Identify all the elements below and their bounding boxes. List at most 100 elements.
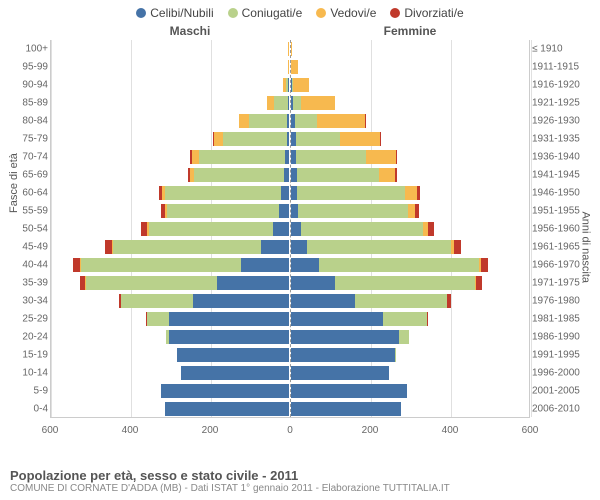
x-tick-label: 200 <box>362 425 379 436</box>
bar-male <box>165 402 289 416</box>
birth-year-label: 1941-1945 <box>532 170 598 181</box>
bar-female <box>291 276 335 290</box>
age-label: 15-19 <box>2 350 48 361</box>
bar-female <box>481 258 488 272</box>
pyramid-row <box>51 112 529 130</box>
bar-female <box>291 312 383 326</box>
legend-item: Divorziati/e <box>390 6 463 20</box>
pyramid-row <box>51 238 529 256</box>
bar-male <box>181 366 289 380</box>
birth-year-label: 2001-2005 <box>532 386 598 397</box>
pyramid-row <box>51 274 529 292</box>
bar-female <box>399 330 409 344</box>
bar-male <box>288 96 289 110</box>
legend-swatch <box>228 8 238 18</box>
bar-male <box>73 258 80 272</box>
bar-male <box>161 384 289 398</box>
bar-female <box>291 258 319 272</box>
bar-female <box>291 42 292 56</box>
bar-female <box>340 132 380 146</box>
bar-male <box>192 150 199 164</box>
bar-female <box>291 384 407 398</box>
pyramid-row <box>51 400 529 418</box>
legend-swatch <box>316 8 326 18</box>
bar-male <box>177 348 289 362</box>
legend: Celibi/Nubili Coniugati/e Vedovi/e Divorzia… <box>0 0 600 20</box>
bar-female <box>293 96 301 110</box>
bar-male <box>190 150 192 164</box>
bar-female <box>301 96 335 110</box>
bar-female <box>383 312 427 326</box>
age-label: 45-49 <box>2 242 48 253</box>
x-tick-label: 600 <box>42 425 59 436</box>
bar-female <box>427 312 428 326</box>
pyramid-row <box>51 184 529 202</box>
pyramid-row <box>51 76 529 94</box>
pyramid-row <box>51 40 529 58</box>
bar-female <box>293 78 308 92</box>
pyramid-row <box>51 166 529 184</box>
bar-female <box>428 222 434 236</box>
bar-female <box>335 276 475 290</box>
bar-male <box>261 240 289 254</box>
x-tick-label: 400 <box>442 425 459 436</box>
bar-female <box>380 132 381 146</box>
age-label: 10-14 <box>2 368 48 379</box>
bar-female <box>365 114 366 128</box>
birth-year-label: 1926-1930 <box>532 116 598 127</box>
footer: Popolazione per età, sesso e stato civil… <box>10 468 590 494</box>
bar-female <box>454 240 461 254</box>
bar-male <box>283 78 286 92</box>
bar-male <box>279 204 289 218</box>
legend-item: Coniugati/e <box>228 6 303 20</box>
bar-female <box>298 204 408 218</box>
birth-year-label: 1921-1925 <box>532 98 598 109</box>
age-label: 20-24 <box>2 332 48 343</box>
bar-male <box>239 114 249 128</box>
legend-label: Celibi/Nubili <box>150 6 213 20</box>
bar-female <box>301 222 423 236</box>
pyramid-row <box>51 382 529 400</box>
bar-male <box>167 204 279 218</box>
legend-label: Divorziati/e <box>404 6 463 20</box>
x-tick-label: 0 <box>287 425 293 436</box>
birth-year-label: 1956-1960 <box>532 224 598 235</box>
bar-male <box>286 78 288 92</box>
bar-female <box>395 348 396 362</box>
legend-label: Vedovi/e <box>330 6 376 20</box>
bar-male <box>213 132 214 146</box>
bar-male <box>273 222 289 236</box>
pyramid-row <box>51 130 529 148</box>
age-label: 5-9 <box>2 386 48 397</box>
birth-year-label: 1916-1920 <box>532 80 598 91</box>
bar-male <box>165 204 167 218</box>
legend-item: Celibi/Nubili <box>136 6 213 20</box>
bar-male <box>281 186 289 200</box>
pyramid-row <box>51 364 529 382</box>
bar-female <box>317 114 365 128</box>
bar-male <box>217 276 289 290</box>
bar-male <box>159 186 162 200</box>
age-label: 0-4 <box>2 404 48 415</box>
birth-year-label: 1981-1985 <box>532 314 598 325</box>
pyramid-row <box>51 202 529 220</box>
birth-year-label: 1931-1935 <box>532 134 598 145</box>
bar-female <box>379 168 395 182</box>
bar-male <box>113 240 261 254</box>
male-label: Maschi <box>80 24 300 38</box>
plot <box>50 40 530 418</box>
bar-female <box>319 258 479 272</box>
bar-male <box>169 312 289 326</box>
legend-item: Vedovi/e <box>316 6 376 20</box>
birth-year-label: 1971-1975 <box>532 278 598 289</box>
bar-female <box>408 204 415 218</box>
pyramid-row <box>51 256 529 274</box>
bar-male <box>80 276 85 290</box>
age-label: 90-94 <box>2 80 48 91</box>
bar-male <box>190 168 194 182</box>
pyramid-row <box>51 94 529 112</box>
bar-male <box>241 258 289 272</box>
bar-male <box>149 222 273 236</box>
birth-year-label: 1961-1965 <box>532 242 598 253</box>
bar-female <box>476 276 482 290</box>
